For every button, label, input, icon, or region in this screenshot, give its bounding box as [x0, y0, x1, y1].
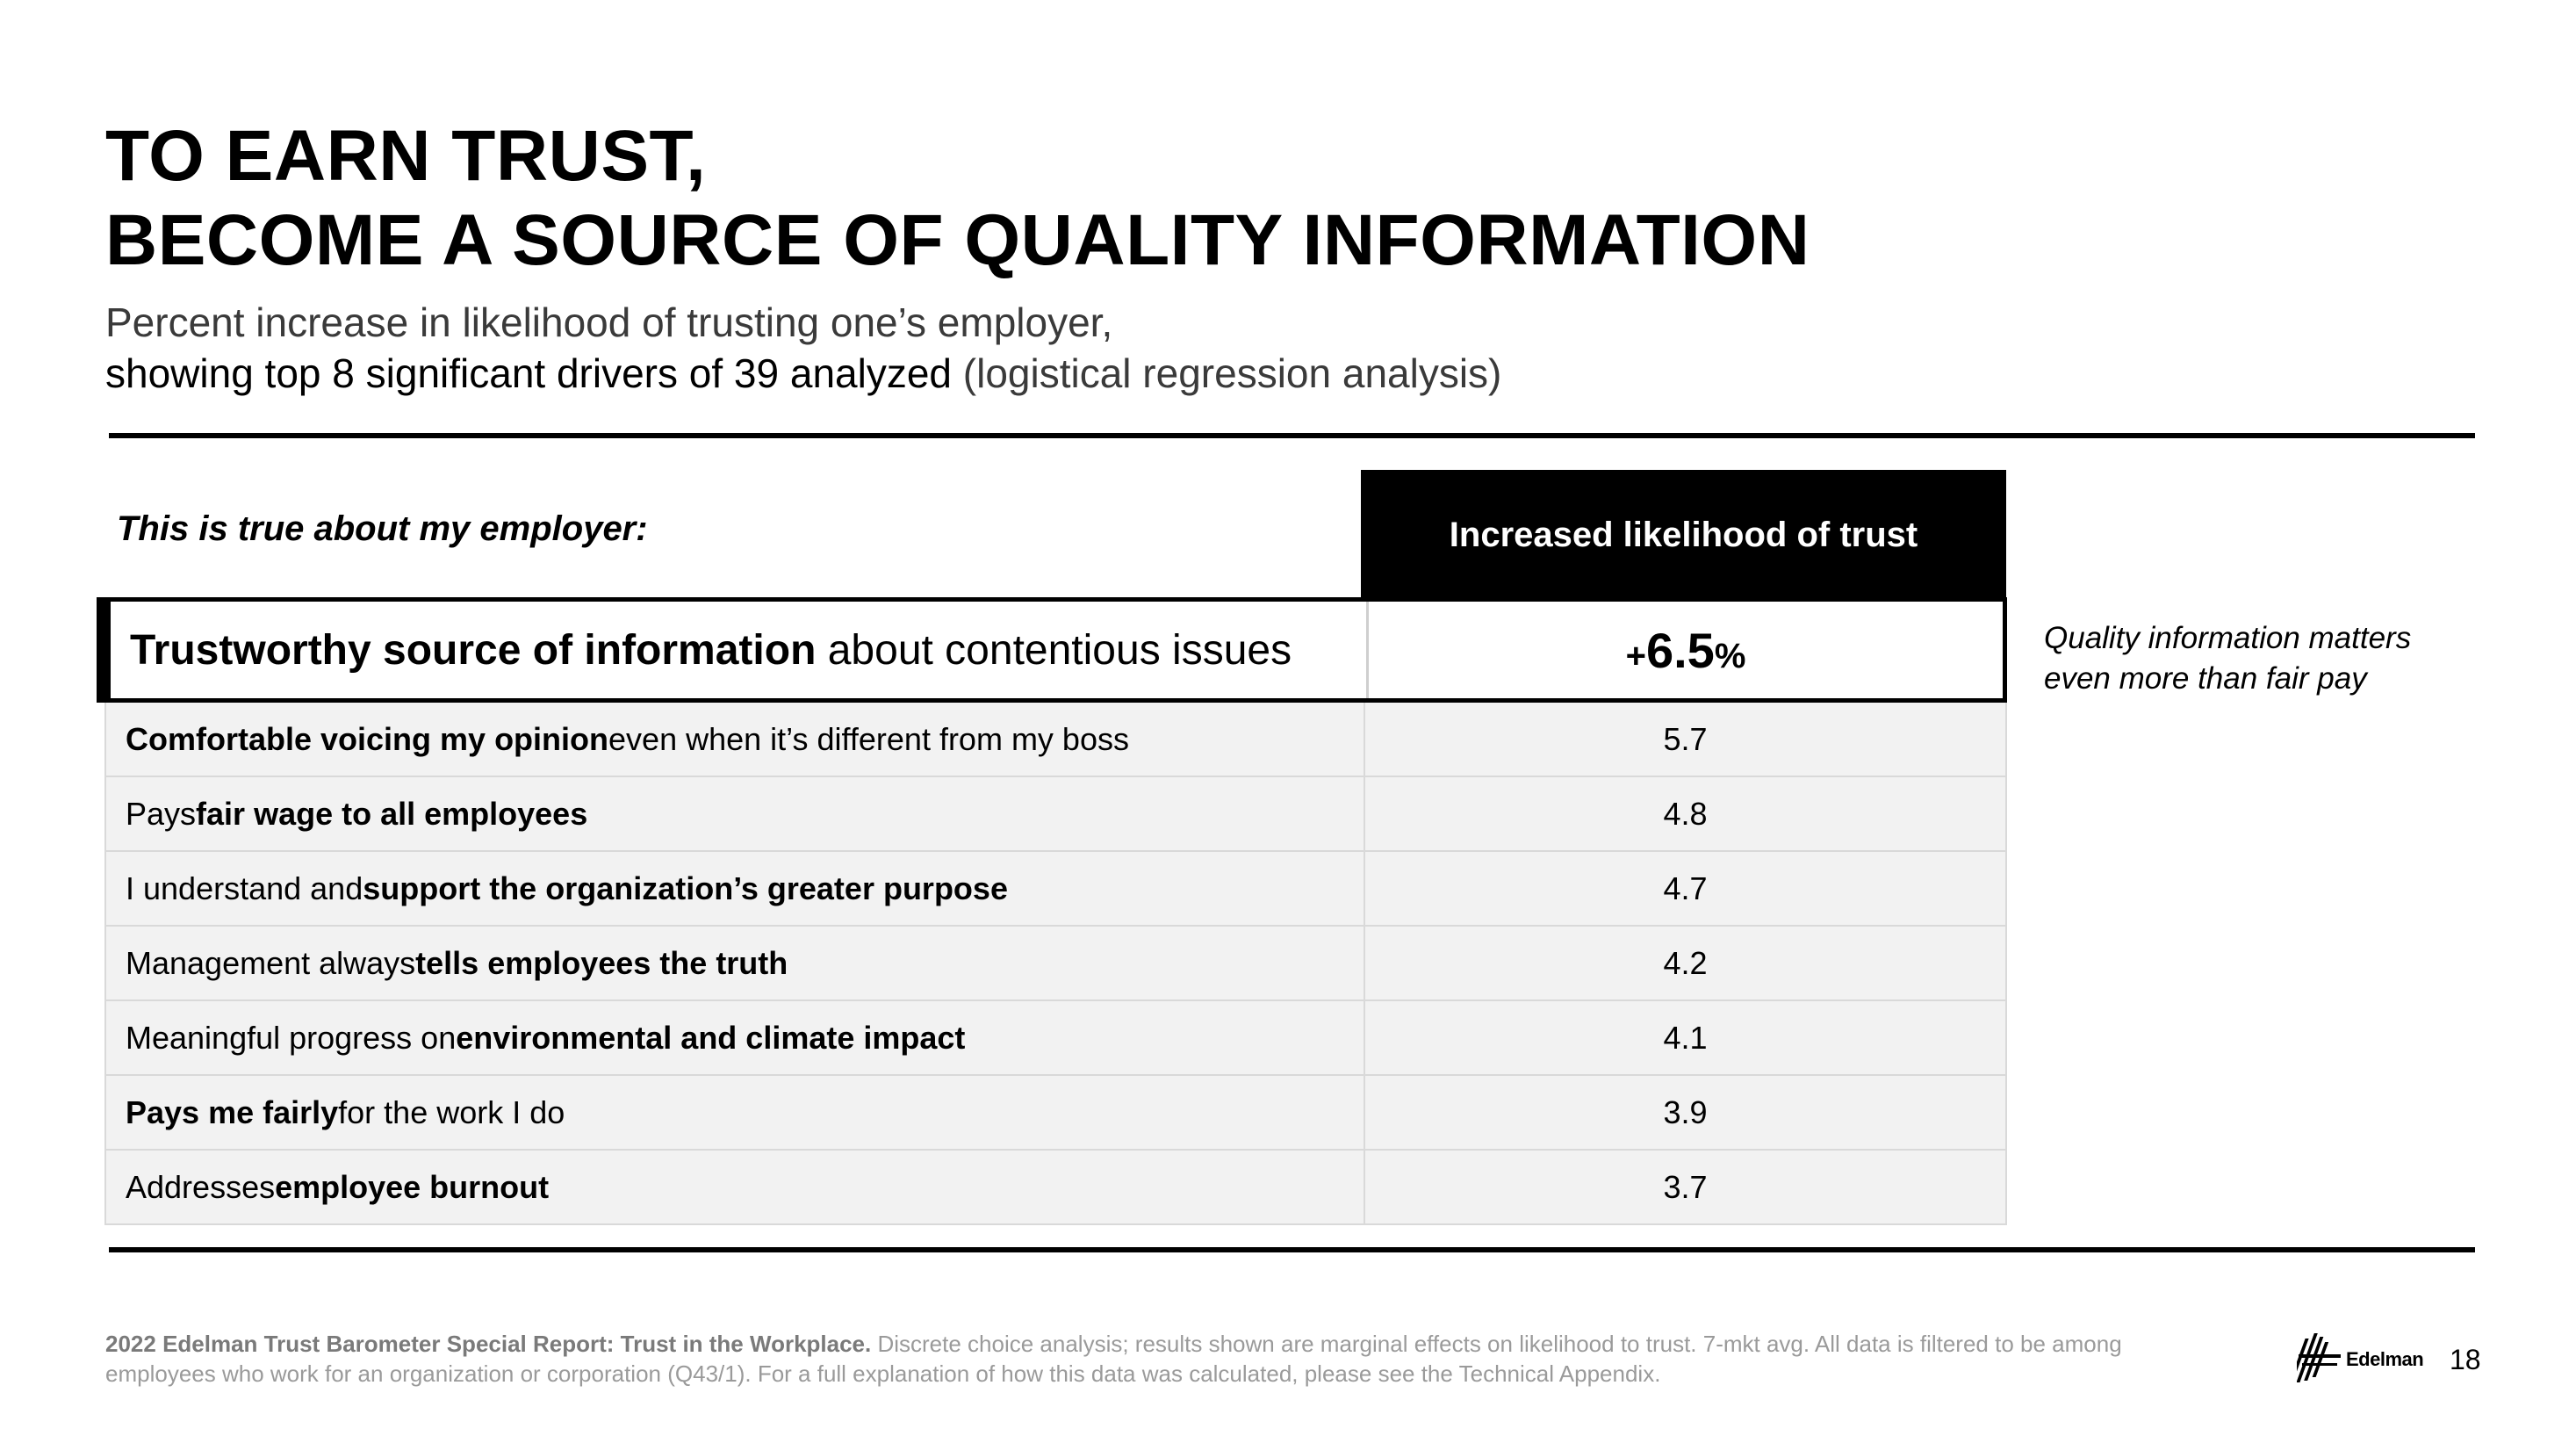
callout-annotation: Quality information matters even more th… — [2044, 618, 2411, 699]
row-value: 5.7 — [1663, 720, 1708, 757]
title-line-1: TO EARN TRUST, — [105, 116, 707, 196]
highlight-prefix: + — [1625, 636, 1646, 675]
highlight-value: +6.5% — [1369, 622, 2003, 679]
driver-table-rows: Comfortable voicing my opinion even when… — [104, 703, 2007, 1225]
highlight-divider — [1366, 602, 1369, 698]
subtitle-line-2-light: (logistical regression analysis) — [952, 350, 1502, 396]
row-label-pre: Meaningful progress on — [126, 1019, 457, 1056]
highlight-suffix: % — [1714, 636, 1746, 675]
table-row: Pays fair wage to all employees 4.8 — [104, 777, 2007, 852]
footnote-text: Discrete choice analysis; results shown … — [105, 1331, 2122, 1387]
table-row: Management always tells employees the tr… — [104, 927, 2007, 1001]
edelman-logo-icon — [2297, 1333, 2341, 1382]
row-label: I understand and support the organizatio… — [106, 852, 1365, 925]
highlight-row-label: Trustworthy source of information about … — [111, 626, 1366, 675]
row-label: Pays me fairly for the work I do — [106, 1076, 1365, 1149]
row-label: Addresses employee burnout — [106, 1151, 1365, 1223]
table-row: Pays me fairly for the work I do 3.9 — [104, 1076, 2007, 1151]
row-value: 4.1 — [1663, 1019, 1708, 1056]
row-label-bold: Pays me fairly — [126, 1093, 339, 1130]
row-label-pre: Pays — [126, 795, 197, 832]
row-label-bold: environmental and climate impact — [456, 1019, 966, 1056]
row-label-bold: Comfortable voicing my opinion — [126, 720, 609, 757]
row-label-pre: Addresses — [126, 1168, 276, 1205]
subtitle-line-2-dark: showing top 8 significant drivers of 39 … — [105, 350, 953, 396]
row-value: 4.2 — [1663, 944, 1708, 981]
subtitle: Percent increase in likelihood of trusti… — [105, 297, 1501, 399]
row-label-bold: tells employees the truth — [415, 944, 788, 981]
logo-wordmark: Edelman — [2346, 1348, 2424, 1370]
subtitle-line-1: Percent increase in likelihood of trusti… — [105, 299, 1113, 345]
callout-line-2: even more than fair pay — [2044, 661, 2367, 696]
page-number: 18 — [2450, 1344, 2481, 1375]
table-row: Meaningful progress on environmental and… — [104, 1001, 2007, 1076]
row-value: 4.8 — [1663, 795, 1708, 832]
highlight-row: Trustworthy source of information about … — [97, 597, 2007, 703]
row-value: 4.7 — [1663, 870, 1708, 906]
row-label-pre: Management always — [126, 944, 416, 981]
bottom-divider — [109, 1247, 2475, 1252]
row-label-bold: employee burnout — [275, 1168, 550, 1205]
row-label-pre: I understand and — [126, 870, 363, 906]
footnote-bold: 2022 Edelman Trust Barometer Special Rep… — [105, 1331, 872, 1357]
page-title: TO EARN TRUST, BECOME A SOURCE OF QUALIT… — [105, 114, 1810, 283]
highlight-number: 6.5 — [1645, 622, 1715, 678]
row-label-post: for the work I do — [338, 1093, 565, 1130]
row-label: Meaningful progress on environmental and… — [106, 1001, 1365, 1074]
table-right-header: Increased likelihood of trust — [1361, 470, 2006, 600]
highlight-bold: Trustworthy source of information — [130, 626, 817, 674]
row-label-bold: support the organization’s greater purpo… — [363, 870, 1008, 906]
row-label: Pays fair wage to all employees — [106, 777, 1365, 850]
top-divider — [109, 433, 2475, 438]
row-label-post: even when it’s different from my boss — [608, 720, 1129, 757]
callout-line-1: Quality information matters — [2044, 621, 2412, 655]
row-label: Comfortable voicing my opinion even when… — [106, 703, 1365, 776]
table-row: I understand and support the organizatio… — [104, 852, 2007, 927]
table-row: Comfortable voicing my opinion even when… — [104, 703, 2007, 777]
highlight-rest: about contentious issues — [816, 626, 1292, 674]
table-left-header: This is true about my employer: — [117, 509, 648, 548]
row-value: 3.9 — [1663, 1093, 1708, 1130]
title-line-2: BECOME A SOURCE OF QUALITY INFORMATION — [105, 200, 1810, 280]
row-label-bold: fair wage to all employees — [196, 795, 588, 832]
source-footnote: 2022 Edelman Trust Barometer Special Rep… — [105, 1329, 2160, 1389]
table-right-header-label: Increased likelihood of trust — [1449, 515, 1918, 554]
table-row: Addresses employee burnout 3.7 — [104, 1151, 2007, 1225]
row-label: Management always tells employees the tr… — [106, 927, 1365, 999]
subtitle-line-2: showing top 8 significant drivers of 39 … — [105, 348, 1501, 399]
row-value: 3.7 — [1663, 1168, 1708, 1205]
